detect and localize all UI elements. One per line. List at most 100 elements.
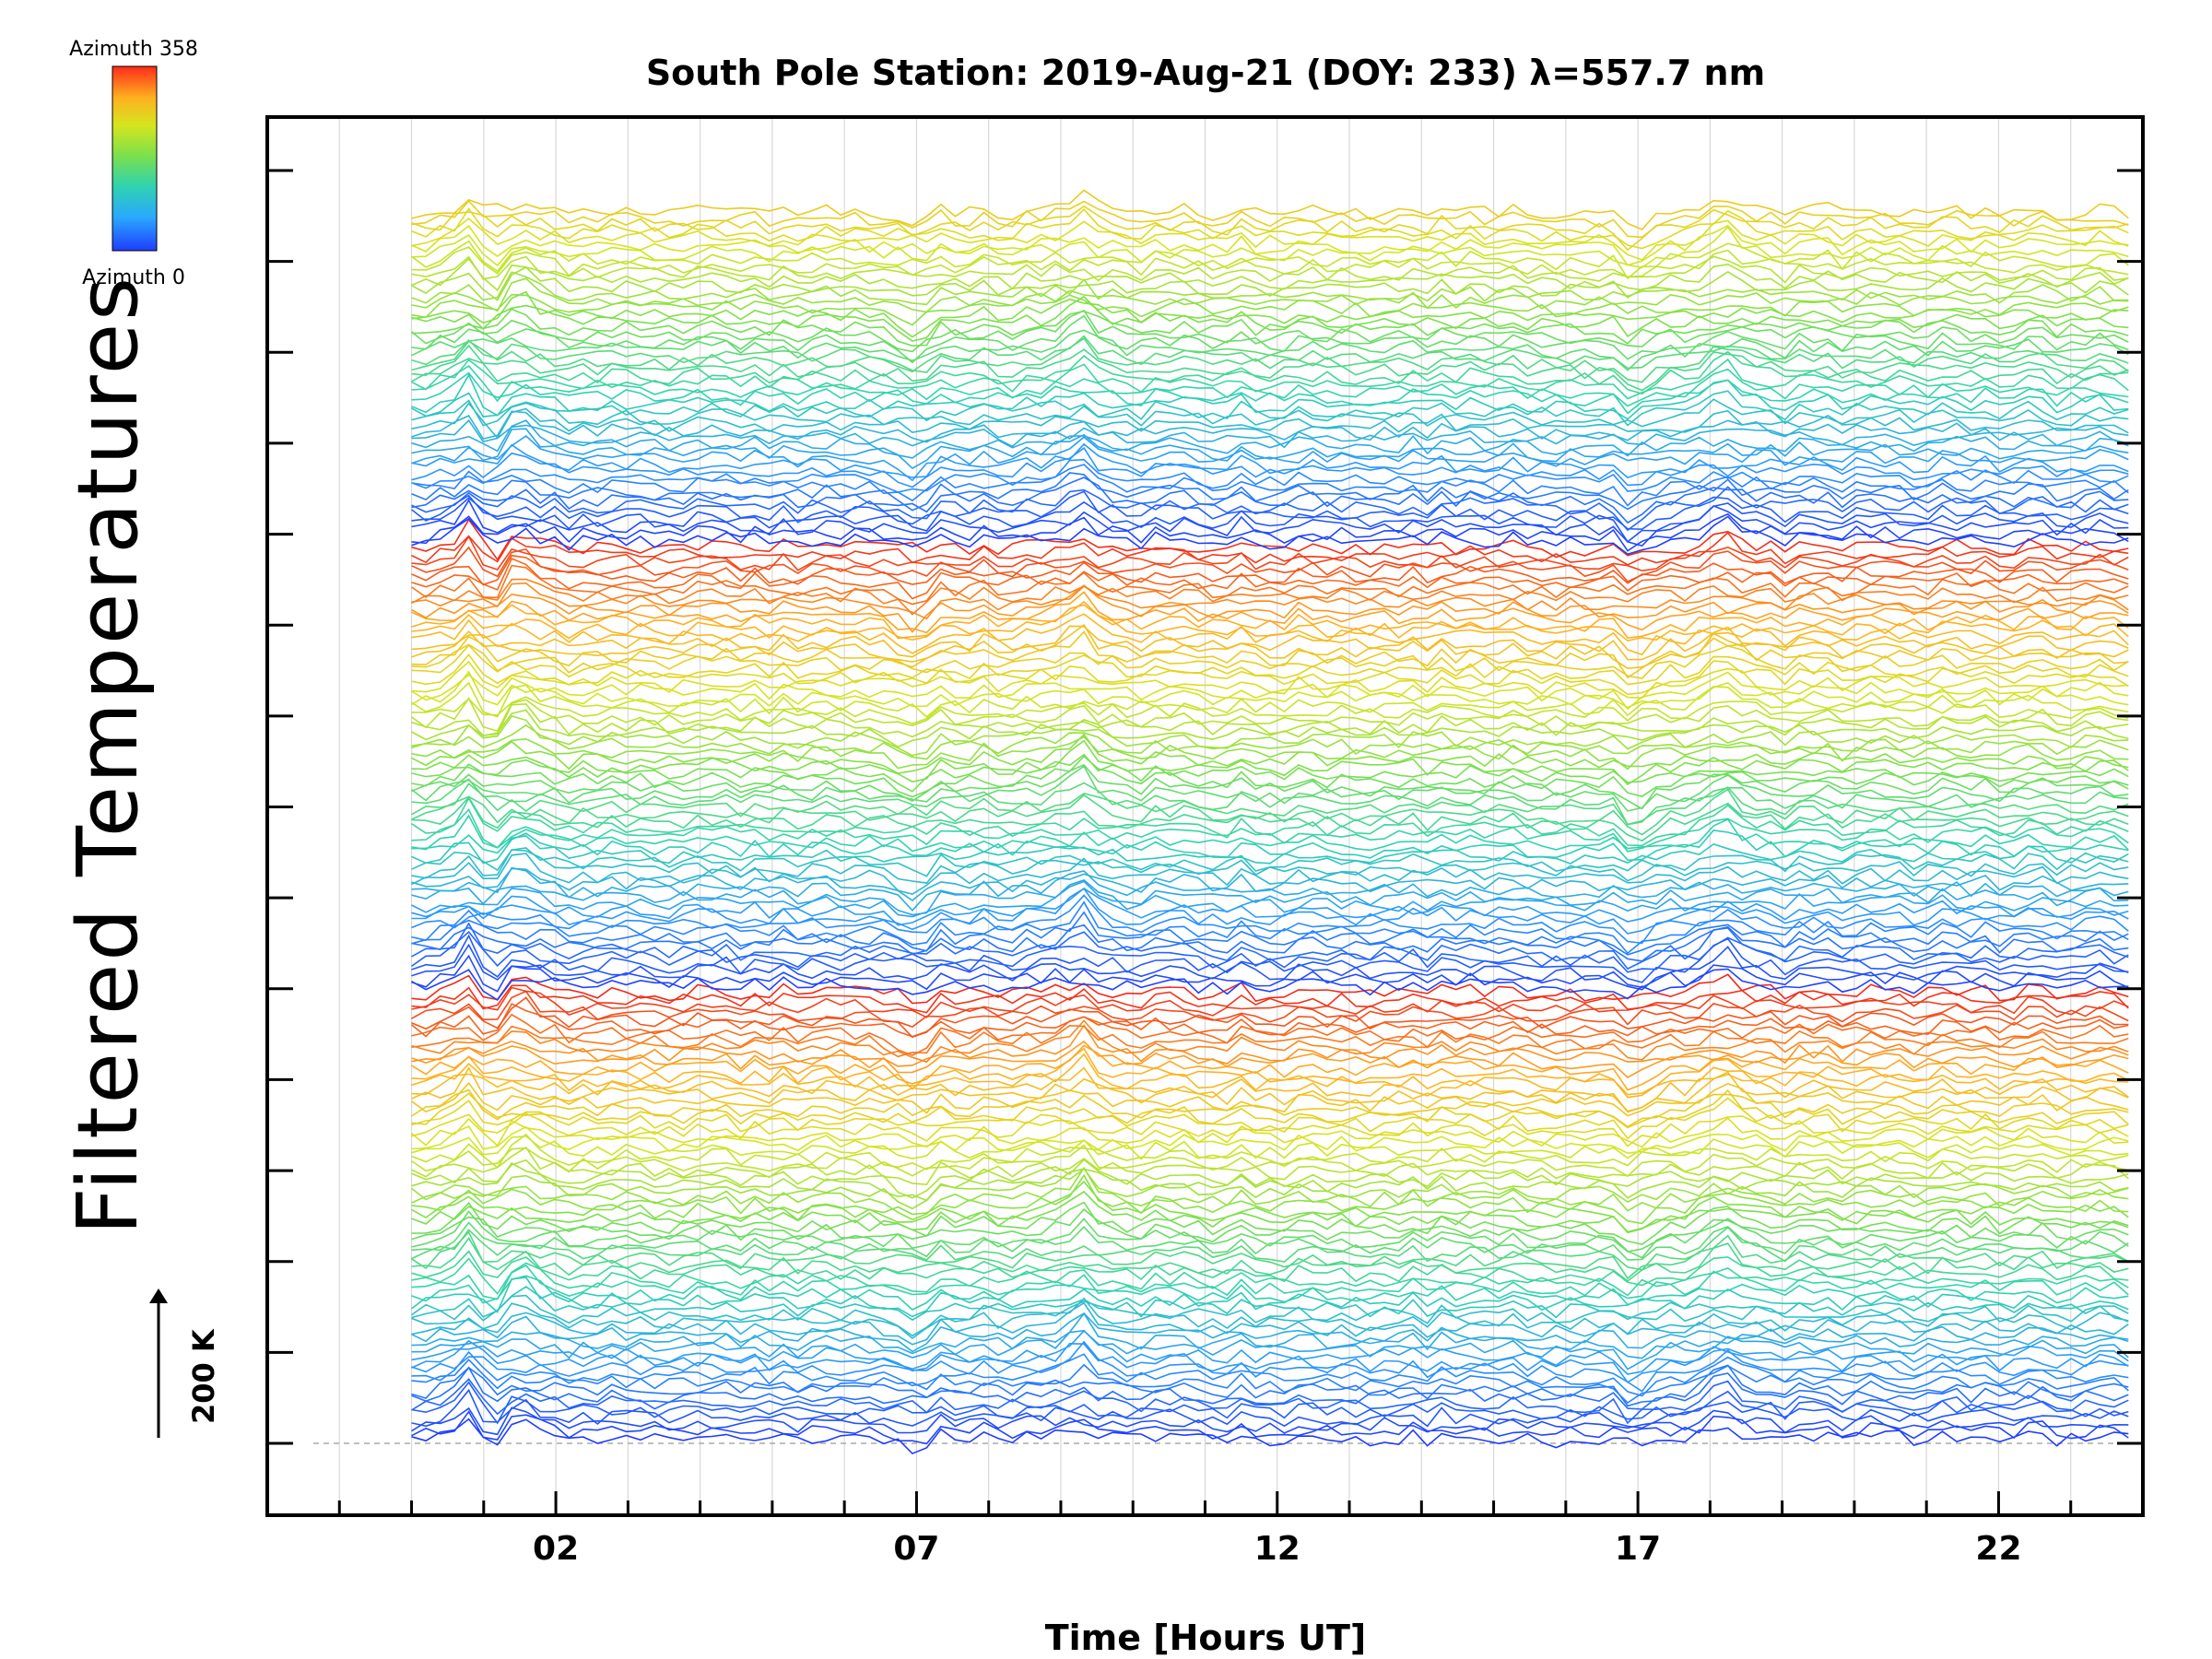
trace-line bbox=[411, 335, 2129, 373]
trace-line bbox=[411, 681, 2129, 718]
trace-line bbox=[411, 1089, 2129, 1129]
trace-line bbox=[411, 418, 2129, 449]
trace-line bbox=[411, 373, 2129, 420]
trace-line bbox=[411, 1210, 2129, 1259]
trace-line bbox=[411, 867, 2129, 901]
trace-line bbox=[411, 1277, 2129, 1318]
trace-line bbox=[411, 830, 2129, 862]
trace-line bbox=[411, 1081, 2129, 1117]
trace-line bbox=[411, 943, 2129, 989]
trace-line bbox=[411, 1264, 2129, 1300]
trace-line bbox=[411, 1181, 2129, 1233]
trace-line bbox=[411, 1201, 2129, 1246]
trace-line bbox=[411, 888, 2129, 935]
trace-line bbox=[411, 795, 2129, 842]
trace-line bbox=[411, 1221, 2129, 1261]
trace-line bbox=[411, 1378, 2129, 1425]
colorbar: Azimuth 358 Azimuth 0 bbox=[69, 38, 198, 289]
trace-line bbox=[411, 535, 2129, 572]
trace-line bbox=[411, 1166, 2129, 1221]
trace-line bbox=[411, 1410, 2129, 1445]
trace-line bbox=[411, 1294, 2129, 1337]
trace-line bbox=[411, 1312, 2129, 1353]
trace-line bbox=[411, 887, 2129, 926]
trace-line bbox=[411, 660, 2129, 700]
trace-line bbox=[411, 996, 2129, 1039]
trace-line bbox=[411, 990, 2129, 1028]
trace-line bbox=[411, 808, 2129, 853]
trace-line bbox=[411, 1053, 2129, 1096]
trace-line bbox=[411, 226, 2129, 269]
colorbar-gradient bbox=[112, 65, 158, 252]
trace-line bbox=[411, 497, 2129, 543]
trace-line bbox=[411, 458, 2129, 493]
trace-line bbox=[411, 630, 2129, 679]
colorbar-bottom-label: Azimuth 0 bbox=[82, 266, 185, 289]
trace-line bbox=[411, 973, 2129, 1005]
trace-line bbox=[411, 1173, 2129, 1225]
trace-line bbox=[411, 832, 2129, 865]
trace-line bbox=[411, 205, 2129, 252]
trace-line bbox=[411, 714, 2129, 757]
trace-group bbox=[410, 189, 2129, 1455]
y-axis-label: Filtered Temperatures bbox=[60, 275, 157, 1235]
trace-line bbox=[411, 531, 2129, 566]
trace-line bbox=[411, 1226, 2129, 1271]
trace-line bbox=[411, 390, 2129, 427]
trace-line bbox=[411, 724, 2129, 760]
x-tick-label: 12 bbox=[1254, 1530, 1300, 1568]
trace-line bbox=[411, 986, 2129, 1018]
trace-line bbox=[411, 578, 2129, 616]
trace-line bbox=[411, 584, 2129, 633]
trace-line bbox=[411, 853, 2129, 896]
scale-indicator: 200 K bbox=[149, 1288, 221, 1438]
trace-line bbox=[411, 1329, 2129, 1371]
trace-line bbox=[411, 1257, 2129, 1297]
trace-line bbox=[411, 402, 2129, 440]
chart-title: South Pole Station: 2019-Aug-21 (DOY: 23… bbox=[646, 53, 1765, 93]
trace-line bbox=[411, 189, 2129, 230]
trace-line bbox=[411, 371, 2129, 415]
trace-line bbox=[411, 1024, 2129, 1067]
trace-line bbox=[411, 199, 2129, 239]
trace-line bbox=[411, 515, 2129, 556]
trace-line bbox=[411, 709, 2129, 748]
trace-line bbox=[411, 582, 2129, 620]
trace-line bbox=[411, 735, 2129, 771]
trace-line bbox=[411, 954, 2129, 993]
x-axis-label: Time [Hours UT] bbox=[1045, 1618, 1367, 1658]
trace-line bbox=[411, 240, 2129, 280]
x-tick-label: 02 bbox=[533, 1530, 579, 1568]
trace-line bbox=[411, 733, 2129, 774]
x-tick-label: 17 bbox=[1615, 1530, 1661, 1568]
trace-line bbox=[411, 763, 2129, 810]
trace-line bbox=[411, 739, 2129, 786]
trace-line bbox=[411, 702, 2129, 738]
trace-line bbox=[411, 755, 2129, 798]
trace-line bbox=[411, 1406, 2129, 1436]
trace-line bbox=[411, 1364, 2129, 1407]
trace-line bbox=[411, 1124, 2129, 1155]
trace-line bbox=[411, 796, 2129, 847]
trace-line bbox=[411, 564, 2129, 606]
trace-line bbox=[411, 512, 2129, 552]
trace-line bbox=[411, 1066, 2129, 1112]
trace-line bbox=[411, 1040, 2129, 1078]
trace-line bbox=[411, 472, 2129, 512]
trace-line bbox=[411, 442, 2129, 479]
trace-line bbox=[411, 410, 2129, 443]
trace-line bbox=[411, 490, 2129, 531]
trace-line bbox=[411, 1418, 2129, 1455]
trace-line bbox=[411, 1329, 2129, 1375]
trace-line bbox=[411, 486, 2129, 532]
trace-line bbox=[411, 554, 2129, 586]
trace-line bbox=[411, 428, 2129, 470]
x-tick-labels: 02 07 12 17 22 bbox=[533, 1530, 2021, 1568]
trace-line bbox=[411, 1097, 2129, 1140]
trace-line bbox=[411, 1312, 2129, 1359]
trace-line bbox=[410, 309, 2129, 353]
trace-line bbox=[411, 290, 2129, 338]
trace-line bbox=[411, 922, 2129, 971]
trace-line bbox=[411, 337, 2129, 383]
